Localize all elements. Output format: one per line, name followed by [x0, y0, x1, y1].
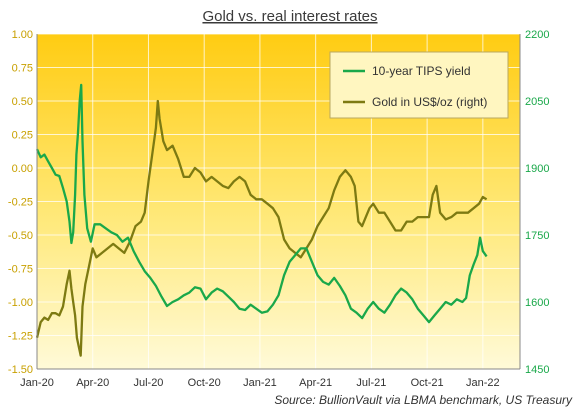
y-left-tick-label: 0.50	[12, 96, 33, 108]
x-tick-label: Oct-21	[411, 377, 444, 389]
x-tick-label: Jan-22	[466, 377, 500, 389]
legend: 10-year TIPS yield Gold in US$/oz (right…	[329, 51, 509, 119]
x-tick-label: Jan-20	[20, 377, 54, 389]
y-right-tick-label: 1750	[525, 230, 549, 242]
y-right-tick-label: 2200	[525, 29, 549, 41]
series-line-gold-price	[35, 99, 488, 357]
y-left-tick-label: -1.25	[8, 331, 33, 343]
y-left-tick-label: 1.00	[12, 29, 33, 41]
series-layer	[35, 83, 488, 357]
y-left-tick-label: -1.00	[8, 297, 33, 309]
y-left-tick-label: -0.25	[8, 197, 33, 209]
y-left-tick-label: -0.75	[8, 264, 33, 276]
y-right-tick-label: 1450	[525, 364, 549, 376]
y-left-tick-label: 0.75	[12, 63, 33, 75]
x-tick-label: Jul-20	[133, 377, 163, 389]
chart-title: Gold vs. real interest rates	[202, 8, 377, 25]
series-line-tips-yield	[35, 83, 488, 324]
legend-label-tips: 10-year TIPS yield	[372, 64, 471, 78]
x-tick-label: Apr-21	[299, 377, 332, 389]
x-tick-label: Jul-21	[356, 377, 386, 389]
y-left-tick-label: -1.50	[8, 364, 33, 376]
x-tick-label: Apr-20	[76, 377, 109, 389]
y-right-tick-label: 2050	[525, 96, 549, 108]
legend-box	[329, 51, 509, 119]
legend-label-gold: Gold in US$/oz (right)	[372, 95, 487, 109]
x-tick-label: Oct-20	[188, 377, 221, 389]
y-left-tick-label: 0.25	[12, 130, 33, 142]
y-right-tick-label: 1900	[525, 163, 549, 175]
y-left-tick-label: -0.50	[8, 230, 33, 242]
x-tick-label: Jan-21	[243, 377, 277, 389]
axes: 1.00 0.75 0.50 0.25 0.00 -0.25 -0.50 -0.75 -1.00…	[8, 29, 550, 389]
chart-source: Source: BullionVault via LBMA benchmark,…	[274, 393, 573, 407]
y-right-tick-label: 1600	[525, 297, 549, 309]
y-left-tick-label: 0.00	[12, 163, 33, 175]
